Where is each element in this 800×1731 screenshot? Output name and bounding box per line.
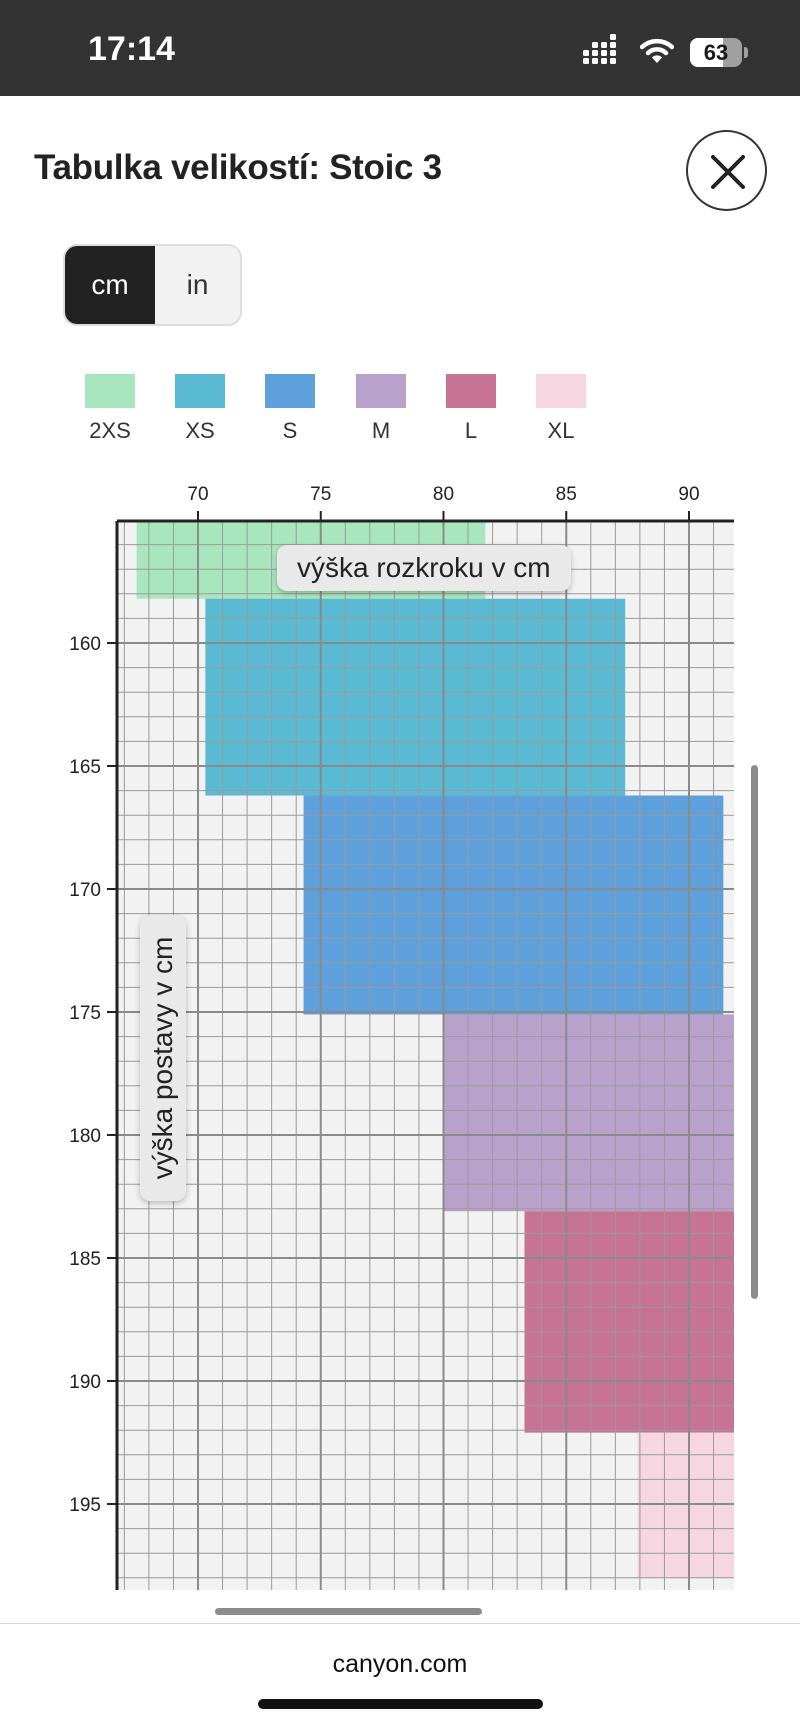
- x-tick-label: 75: [310, 484, 331, 505]
- page-title: Tabulka velikostí: Stoic 3: [34, 148, 442, 187]
- legend-label: S: [282, 418, 298, 443]
- legend-item-l: L: [441, 374, 501, 444]
- legend-swatch: [536, 374, 586, 408]
- y-tick-label: 170: [69, 880, 101, 901]
- legend-swatch: [265, 374, 315, 408]
- battery-level: 63: [703, 40, 729, 65]
- x-tick-label: 90: [678, 484, 699, 505]
- y-tick-label: 165: [69, 757, 101, 778]
- legend-item-s: S: [260, 374, 320, 444]
- status-time: 17:14: [88, 30, 175, 68]
- vertical-scrollbar[interactable]: [751, 765, 758, 1299]
- unit-option-cm[interactable]: cm: [65, 246, 155, 324]
- legend-item-m: M: [351, 374, 411, 444]
- y-axis-label-pill: výška postavy v cm: [140, 915, 186, 1201]
- y-axis-label: výška postavy v cm: [147, 936, 178, 1180]
- close-button[interactable]: [686, 130, 767, 211]
- legend-label: XL: [547, 418, 575, 443]
- x-tick-label: 85: [556, 484, 577, 505]
- x-tick-label: 70: [187, 484, 208, 505]
- x-tick-label: 80: [433, 484, 454, 505]
- size-area-m: [443, 1014, 734, 1212]
- legend-item-xl: XL: [531, 374, 591, 444]
- size-area-xs: [205, 598, 626, 796]
- home-indicator: [258, 1699, 543, 1709]
- size-area-l: [524, 1211, 734, 1433]
- unit-option-in[interactable]: in: [186, 269, 209, 300]
- close-icon: [711, 155, 745, 189]
- battery-icon: 63: [690, 38, 742, 67]
- horizontal-scrollbar[interactable]: [215, 1608, 482, 1615]
- y-tick-label: 195: [69, 1495, 101, 1516]
- status-bar: 17:14 63: [0, 0, 800, 96]
- legend-label: L: [464, 418, 478, 443]
- legend-swatch: [85, 374, 135, 408]
- legend-item-xs: XS: [170, 374, 230, 444]
- y-tick-label: 160: [69, 634, 101, 655]
- legend-swatch: [175, 374, 225, 408]
- legend-swatch: [446, 374, 496, 408]
- y-tick-label: 190: [69, 1372, 101, 1393]
- browser-url-bar[interactable]: canyon.com: [0, 1623, 800, 1731]
- unit-toggle[interactable]: cm in: [63, 244, 242, 326]
- legend-label: 2XS: [89, 418, 131, 443]
- cellular-signal-icon: [583, 34, 625, 66]
- x-axis-label: výška rozkroku v cm: [277, 545, 571, 591]
- legend-label: XS: [185, 418, 215, 443]
- size-area-s: [303, 795, 724, 1015]
- legend-label: M: [371, 418, 391, 443]
- url-text: canyon.com: [332, 1650, 468, 1678]
- wifi-icon: [640, 38, 674, 63]
- legend-swatch: [356, 374, 406, 408]
- size-chart[interactable]: 70 75 80 85 90 160 165 170 175 180 185 190 195: [0, 470, 800, 1600]
- legend-item-2xs: 2XS: [80, 374, 140, 444]
- y-tick-label: 185: [69, 1249, 101, 1270]
- y-tick-label: 180: [69, 1126, 101, 1147]
- y-tick-label: 175: [69, 1003, 101, 1024]
